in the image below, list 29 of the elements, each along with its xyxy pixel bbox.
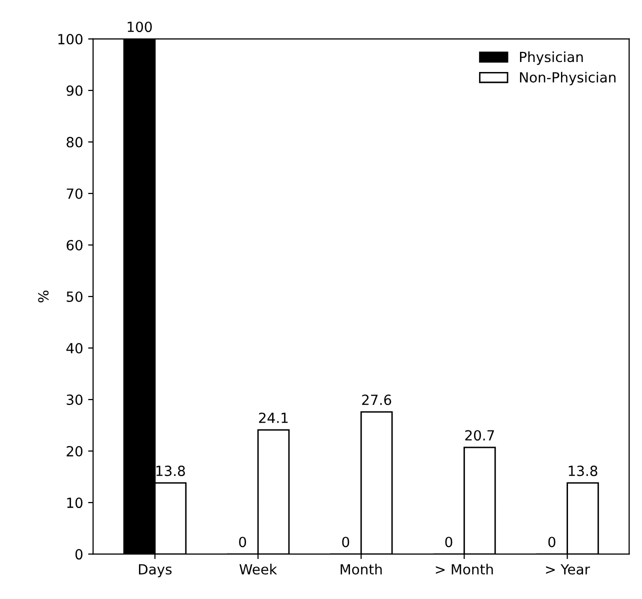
y-tick-label: 40 (66, 342, 82, 354)
x-tick-label: Days (138, 564, 172, 578)
y-tick-label: 80 (66, 136, 82, 148)
y-tick-label: 30 (66, 394, 82, 406)
y-tick-label: 60 (66, 240, 82, 250)
x-tick-label: Month (340, 564, 382, 575)
data-label: 0 (548, 536, 556, 548)
data-label: 24.1 (259, 412, 288, 423)
x-tick-label: > Month (436, 564, 493, 575)
x-tick-label: Week (239, 564, 278, 575)
data-label: 100 (128, 22, 152, 32)
data-label: 0 (445, 536, 452, 548)
data-label: 20.7 (465, 430, 494, 441)
y-tick-label: 10 (67, 498, 82, 508)
data-label: 0 (342, 536, 350, 548)
data-label: 27.6 (362, 394, 392, 406)
y-tick-label: 70 (66, 188, 82, 199)
data-label: 0 (239, 536, 246, 548)
legend-label: Physician (520, 51, 583, 65)
y-axis-title: % (38, 290, 49, 302)
y-tick-label: 0 (75, 549, 82, 560)
x-tick-label: > Year (546, 564, 590, 575)
data-label: 13.8 (156, 466, 185, 476)
y-tick-label: 20 (66, 446, 82, 457)
y-tick-label: 90 (66, 85, 82, 96)
y-tick-label: 50 (66, 291, 82, 302)
y-tick-label: 100 (58, 34, 82, 44)
data-label: 13.8 (568, 466, 598, 476)
legend-label: Non-Physician (520, 72, 616, 86)
